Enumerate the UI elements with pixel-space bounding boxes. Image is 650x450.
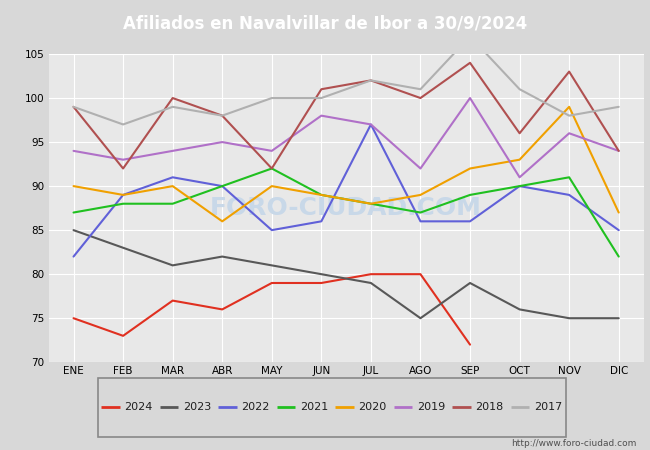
Text: FORO-CIUDAD.COM: FORO-CIUDAD.COM [210, 196, 482, 220]
Text: 2018: 2018 [475, 402, 504, 412]
Text: 2017: 2017 [534, 402, 562, 412]
Text: Afiliados en Navalvillar de Ibor a 30/9/2024: Afiliados en Navalvillar de Ibor a 30/9/… [123, 14, 527, 33]
Text: 2022: 2022 [241, 402, 270, 412]
Text: 2024: 2024 [124, 402, 153, 412]
Text: http://www.foro-ciudad.com: http://www.foro-ciudad.com [512, 439, 637, 448]
Text: 2019: 2019 [417, 402, 445, 412]
Text: 2020: 2020 [358, 402, 387, 412]
Text: 2021: 2021 [300, 402, 328, 412]
Text: 2023: 2023 [183, 402, 211, 412]
